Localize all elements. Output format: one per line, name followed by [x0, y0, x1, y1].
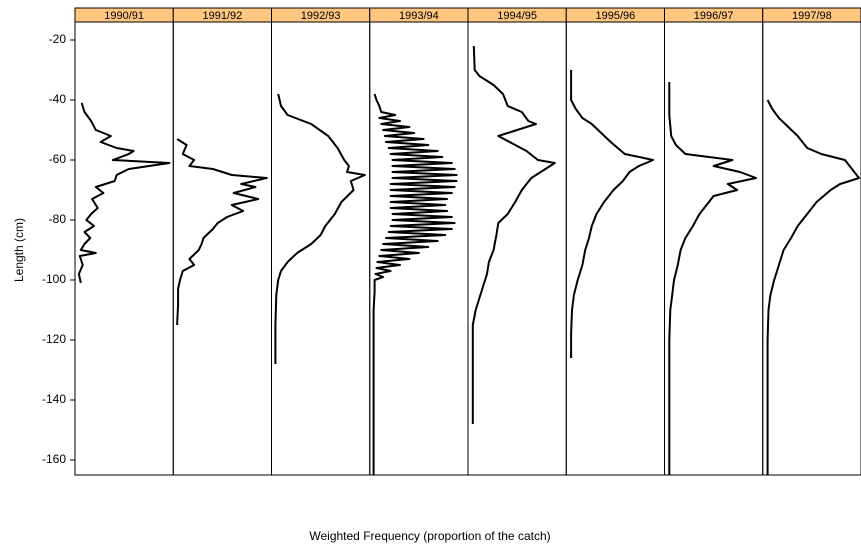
panel — [565, 21, 665, 476]
panel — [172, 21, 272, 476]
strip-label: 1993/94 — [399, 10, 439, 22]
y-tick-label: -40 — [49, 92, 67, 106]
panel — [271, 21, 371, 476]
frequency-line — [176, 138, 268, 326]
frequency-line — [372, 93, 458, 475]
strip-label: 1992/93 — [301, 10, 341, 22]
strip-label: 1996/97 — [694, 10, 734, 22]
panel — [762, 21, 861, 476]
y-tick-label: -140 — [42, 392, 66, 406]
y-tick-label: -160 — [42, 452, 66, 466]
frequency-line — [471, 45, 556, 424]
y-tick-label: -60 — [49, 152, 67, 166]
y-tick-label: -120 — [42, 332, 66, 346]
y-tick-label: -100 — [42, 272, 66, 286]
frequency-line — [274, 93, 366, 364]
frequency-line — [668, 82, 757, 475]
strip-label: 1995/96 — [595, 10, 635, 22]
y-axis-title: Length (cm) — [12, 218, 26, 282]
strip-label: 1990/91 — [104, 10, 144, 22]
y-tick-label: -20 — [49, 32, 67, 46]
panel — [664, 21, 764, 476]
panel — [467, 21, 567, 476]
frequency-line — [570, 70, 655, 358]
frequency-line — [766, 99, 860, 475]
strip-label: 1997/98 — [792, 10, 832, 22]
y-tick-label: -80 — [49, 212, 67, 226]
frequency-line — [77, 102, 171, 284]
strip-label: 1991/92 — [202, 10, 242, 22]
x-axis-title: Weighted Frequency (proportion of the ca… — [309, 529, 550, 543]
strip-label: 1994/95 — [497, 10, 537, 22]
panel — [74, 21, 174, 476]
